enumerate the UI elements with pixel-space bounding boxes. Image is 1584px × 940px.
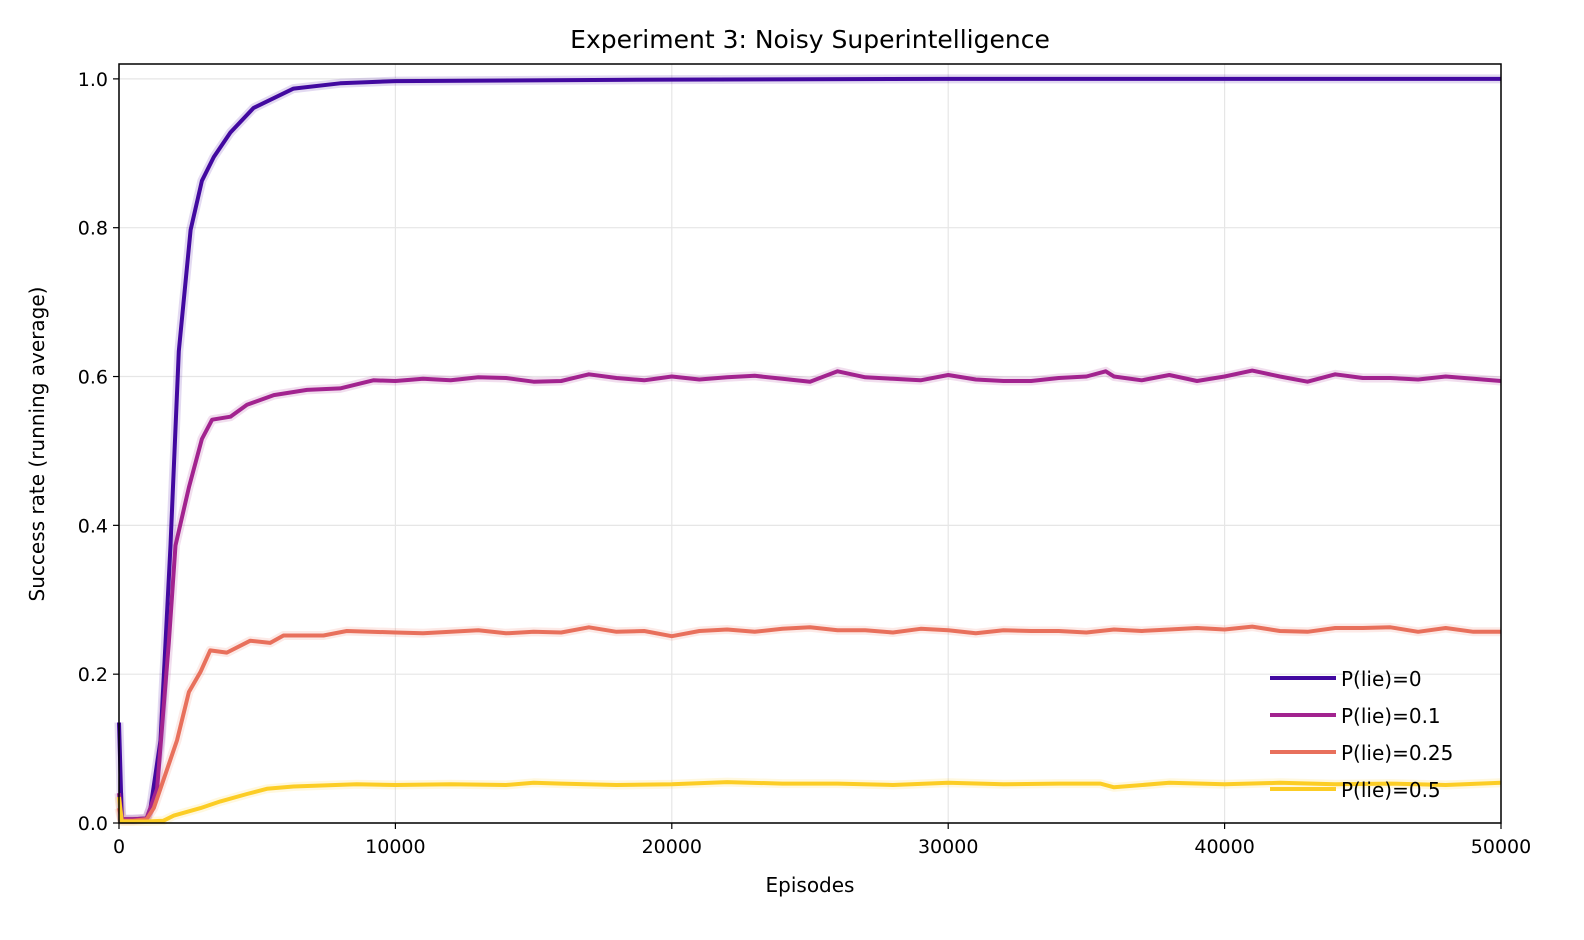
x-tick-label: 50000 xyxy=(1471,836,1531,858)
y-tick-label: 0.6 xyxy=(78,367,108,389)
y-axis-label: Success rate (running average) xyxy=(25,287,49,602)
y-tick-label: 0.8 xyxy=(78,218,108,240)
legend: P(lie)=0 P(lie)=0.1 P(lie)=0.25 P(lie)=0.5 xyxy=(1270,667,1453,802)
series-line-2 xyxy=(117,624,1501,823)
legend-label: P(lie)=0 xyxy=(1341,667,1422,691)
grid xyxy=(118,64,1502,824)
x-axis: 0 10000 20000 30000 40000 50000 xyxy=(113,823,1531,858)
x-axis-label: Episodes xyxy=(766,873,855,897)
y-tick-label: 0.0 xyxy=(78,813,108,835)
series-line-1 xyxy=(117,368,1502,822)
legend-label: P(lie)=0.25 xyxy=(1341,741,1453,765)
confidence-bands xyxy=(114,74,1502,826)
x-tick-label: 0 xyxy=(113,836,125,858)
legend-label: P(lie)=0.5 xyxy=(1341,778,1441,802)
y-tick-label: 0.4 xyxy=(78,515,108,537)
x-tick-label: 20000 xyxy=(642,836,702,858)
series-line-3 xyxy=(117,780,1502,824)
legend-label: P(lie)=0.1 xyxy=(1341,704,1441,728)
plot-frame xyxy=(118,63,1502,824)
x-tick-label: 10000 xyxy=(365,836,425,858)
series-line-0 xyxy=(117,76,1501,822)
series-band xyxy=(114,622,1501,826)
y-tick-label: 0.2 xyxy=(78,664,108,686)
chart-title: Experiment 3: Noisy Superintelligence xyxy=(570,25,1050,54)
y-tick-label: 1.0 xyxy=(78,69,108,91)
series-lines xyxy=(117,76,1502,824)
series-band xyxy=(114,74,1501,824)
x-tick-label: 30000 xyxy=(918,836,978,858)
y-axis: 0.0 0.2 0.4 0.6 0.8 1.0 xyxy=(78,69,119,835)
x-tick-label: 40000 xyxy=(1194,836,1254,858)
